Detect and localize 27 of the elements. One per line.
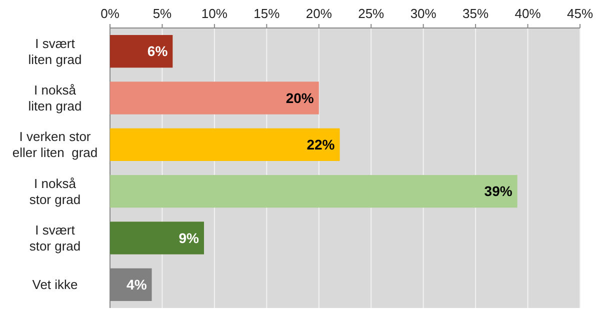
y-tick-label: I nokså liten grad (28, 82, 82, 114)
x-tick-label: 10% (201, 6, 228, 21)
x-tick-label: 15% (254, 6, 280, 21)
y-tick-label: I nokså stor grad (29, 176, 81, 207)
x-tick-label: 45% (566, 6, 594, 21)
bar (110, 128, 340, 161)
data-label: 4% (126, 276, 148, 293)
y-tick-label: I svært stor grad (29, 222, 81, 254)
x-tick-label: 35% (462, 6, 489, 21)
bar (110, 35, 173, 68)
data-label: 39% (484, 183, 513, 200)
bar (110, 82, 319, 114)
y-tick-label: I svært liten grad (28, 36, 82, 67)
bar (110, 175, 518, 208)
x-tick-label: 40% (514, 6, 542, 21)
y-tick-label: Vet ikke (32, 277, 78, 292)
x-tick-label: 20% (306, 6, 332, 21)
y-tick-label: I verken stor eller liten grad (12, 129, 98, 160)
data-label: 22% (306, 136, 336, 153)
data-label: 9% (178, 230, 200, 246)
x-tick-label: 5% (152, 6, 172, 21)
data-label: 6% (147, 43, 168, 60)
bar (110, 222, 204, 254)
x-tick-label: 0% (100, 6, 120, 21)
x-tick-label: 25% (358, 6, 385, 21)
data-label: 20% (286, 90, 314, 106)
x-tick-label: 30% (410, 6, 437, 21)
